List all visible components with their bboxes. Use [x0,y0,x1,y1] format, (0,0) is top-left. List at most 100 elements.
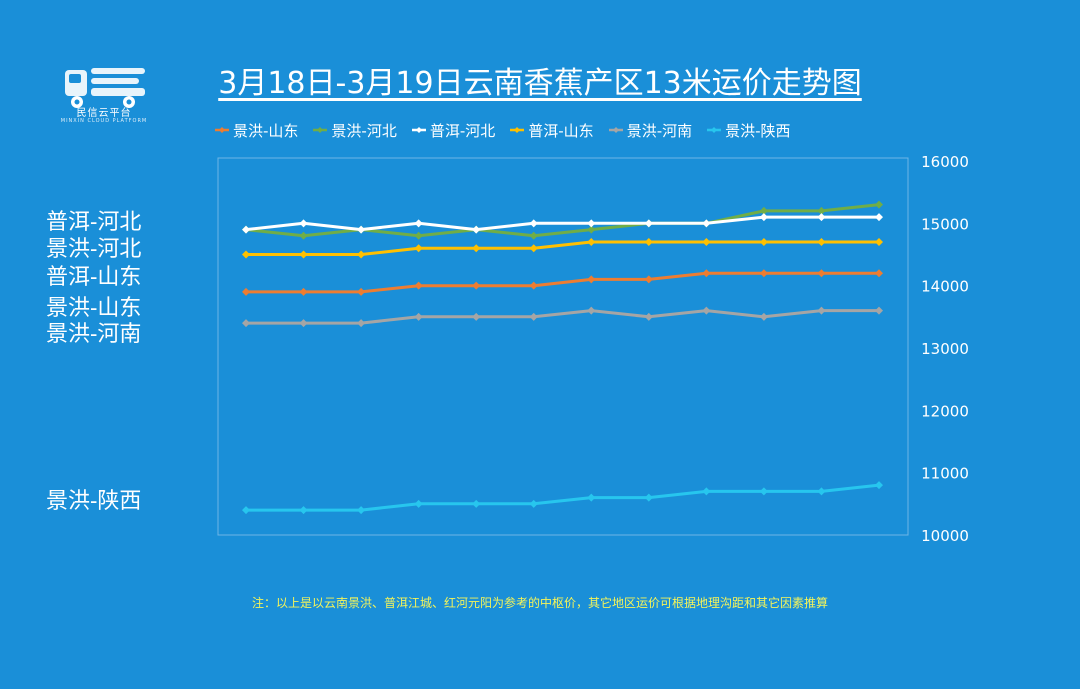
data-point [242,250,250,259]
data-point [587,219,596,228]
data-point [529,312,538,321]
data-point [817,206,826,215]
legend-swatch [411,127,426,133]
side-label-puer-hebei: 普洱-河北 [46,210,142,235]
data-point [587,238,596,247]
data-point [644,275,653,284]
data-point [357,225,366,234]
data-point [529,281,538,290]
data-point [702,238,711,247]
legend-item: 景洪-河南 [608,120,692,141]
series-line [245,215,879,232]
data-point [587,275,596,284]
data-point [875,481,883,490]
data-point [644,219,653,228]
legend-swatch [707,127,722,133]
data-point [702,487,711,496]
series-line [245,203,880,238]
data-point [299,506,308,515]
side-label-jinghong-henan: 景洪-河南 [46,322,142,347]
series-line [246,271,879,294]
data-point [759,487,768,496]
data-point [529,244,538,253]
legend-item: 景洪-山东 [214,120,298,141]
legend-swatch [608,127,623,133]
y-tick-label: 11000 [921,465,969,483]
data-point [529,231,538,240]
data-point [875,213,883,222]
data-point [242,506,250,515]
data-point [472,312,481,321]
series-line [246,240,879,256]
data-point [299,319,308,328]
legend-label: 普洱-山东 [528,121,594,140]
series-line [246,309,879,325]
data-point [702,269,711,278]
legend-label: 景洪-河南 [626,121,693,140]
y-tick-label: 13000 [921,340,969,358]
data-point [817,487,826,496]
legend-item: 普洱-山东 [509,120,594,141]
data-point [759,312,768,321]
truck-logo-icon [65,68,145,108]
data-point [414,281,423,290]
data-point [817,269,826,278]
legend-label: 景洪-河北 [331,121,397,140]
side-labels: 普洱-河北 景洪-河北 普洱-山东 景洪-山东 景洪-河南 景洪-陕西 [46,0,186,689]
data-point [472,281,481,290]
legend-item: 普洱-河北 [411,120,495,141]
data-point [299,287,308,296]
side-label-jinghong-shandong: 景洪-山东 [46,296,142,321]
side-label-puer-shandong: 普洱-山东 [46,265,142,290]
logo-subtitle: MINXIN CLOUD PLATFORM [60,118,148,124]
legend-label: 景洪-陕西 [725,121,791,140]
data-point [875,306,883,315]
legend-swatch [215,127,229,133]
data-point [759,213,768,222]
legend-swatch [313,127,328,133]
footnote: 注：以上是以云南景洪、普洱江城、红河元阳为参考的中枢价，其它地区运价可根据地理沟… [251,596,828,610]
data-point [242,319,250,328]
side-label-jinghong-shaanxi: 景洪-陕西 [46,489,142,514]
chart-title: 3月18日-3月19日云南香蕉产区13米运价走势图 [218,66,862,101]
data-point [587,225,596,234]
data-point [817,306,826,315]
data-point [587,493,596,502]
data-point [414,499,423,508]
y-tick-label: 10000 [921,527,969,545]
data-point [644,312,653,321]
legend-label: 普洱-河北 [429,121,496,140]
data-point [414,219,423,228]
series-line [246,483,880,512]
data-point [759,269,768,278]
data-point [414,231,423,240]
data-point [759,206,768,215]
data-point [759,238,768,247]
data-point [357,287,366,296]
data-point [299,219,308,228]
y-tick-label: 14000 [921,278,969,296]
data-point [357,250,366,259]
legend-item: 景洪-陕西 [706,120,791,141]
data-point [414,244,423,253]
side-label-jinghong-hebei: 景洪-河北 [46,237,142,262]
data-point [299,231,308,240]
y-tick-label: 15000 [921,215,969,233]
data-point [357,506,366,515]
data-point [644,238,653,247]
data-point [644,493,653,502]
data-point [299,250,308,259]
data-point [702,219,711,228]
data-point [242,225,250,234]
data-point [875,269,883,278]
plot-frame [217,157,909,536]
data-point [472,225,481,234]
data-point [817,213,826,222]
data-point [875,238,883,247]
legend-label: 景洪-山东 [233,121,299,140]
data-point [529,499,538,508]
data-point [472,244,481,253]
data-point [529,219,538,228]
legend-swatch [510,127,525,133]
